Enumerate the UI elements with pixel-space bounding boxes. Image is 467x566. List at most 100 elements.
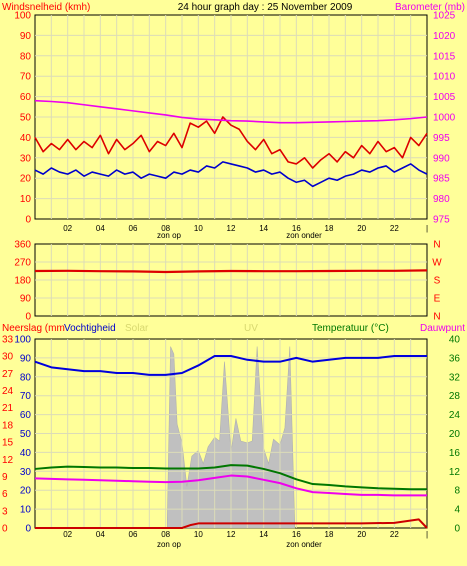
barometer-tick-label: 995 (433, 133, 450, 144)
humidity-tick-label: 50 (20, 429, 32, 440)
barometer-tick-label: 985 (433, 174, 450, 185)
rain-tick-label: 21 (2, 403, 14, 414)
series-line-barometer (34, 99, 428, 124)
series-line-temperatuur (34, 464, 427, 491)
series-line-neerslag (35, 518, 428, 529)
wind-speed-tick-label: 0 (25, 215, 31, 226)
wind-speed-tick-label: 80 (20, 51, 32, 62)
sunrise-label-3: zon op (157, 540, 182, 549)
wind-speed-axis-ticks: 0 10 20 30 40 50 60 70 80 90 100 (14, 11, 31, 226)
wind-speed-tick-label: 60 (20, 92, 32, 103)
wind-speed-tick-label: 90 (20, 31, 32, 42)
direction-tick-label: 90 (20, 294, 32, 305)
direction-tick-label: 0 (25, 312, 31, 323)
wind-speed-tick-label: 20 (20, 174, 32, 185)
temperature-tick-label: 12 (449, 467, 461, 478)
barometer-tick-label: 1010 (433, 72, 456, 83)
x-tick-label: 18 (325, 530, 334, 539)
sunset-label-1: zon onder (286, 231, 322, 240)
x-tick-label: 06 (129, 224, 138, 233)
temperature-tick-label: 36 (449, 353, 461, 364)
x-tick-label: 14 (259, 224, 268, 233)
temperature-tick-label: 40 (449, 335, 461, 346)
x-tick-label: 02 (63, 224, 72, 233)
sunset-label-3: zon onder (286, 540, 322, 549)
temperature-tick-label: 24 (449, 410, 461, 421)
x-tick-end: | (426, 224, 428, 233)
series-line-vochtigheid (34, 355, 427, 376)
climate-panel-series (34, 355, 428, 529)
humidity-axis-ticks: 0 10 20 30 40 50 60 70 80 90 100 (14, 335, 31, 535)
x-tick-label: 06 (129, 530, 138, 539)
chart-title: 24 hour graph day : 25 November 2009 (178, 2, 353, 13)
temperature-tick-label: 0 (454, 524, 460, 535)
x-tick-label: 04 (96, 224, 105, 233)
wind-panel-x-ticks: 02 04 06 08 10 12 14 16 18 20 22 | (63, 224, 428, 233)
x-tick-label: 04 (96, 530, 105, 539)
rain-tick-label: 0 (2, 524, 8, 535)
series-line-dauwpunt (34, 474, 427, 497)
x-tick-label: 02 (63, 530, 72, 539)
compass-label: N (433, 240, 440, 251)
compass-label: E (434, 294, 441, 305)
barometer-tick-label: 990 (433, 153, 450, 164)
x-tick-label: 20 (357, 530, 366, 539)
rain-tick-label: 6 (2, 489, 8, 500)
x-tick-label: 16 (292, 224, 301, 233)
wind-panel-grid (35, 15, 427, 219)
direction-tick-label: 180 (14, 276, 31, 287)
barometer-tick-label: 1020 (433, 31, 456, 42)
x-tick-label: 10 (194, 530, 203, 539)
barometer-axis-label: Barometer (mb) (395, 2, 465, 13)
climate-panel-x-ticks: 02 04 06 08 10 12 14 16 18 20 22 | (63, 530, 428, 539)
temperature-tick-label: 8 (454, 486, 460, 497)
rain-tick-label: 18 (2, 420, 14, 431)
x-tick-label: 12 (227, 530, 236, 539)
temperature-tick-label: 28 (449, 391, 461, 402)
temperature-tick-label: 16 (449, 448, 461, 459)
humidity-tick-label: 20 (20, 486, 32, 497)
compass-label: W (432, 258, 442, 269)
x-tick-label: 12 (227, 224, 236, 233)
wind-speed-tick-label: 10 (20, 194, 32, 205)
rain-axis-ticks: 0 3 6 9 12 15 18 21 24 27 30 33 (2, 335, 14, 535)
direction-tick-label: 360 (14, 240, 31, 251)
x-tick-label: 08 (161, 530, 170, 539)
wind-panel-series (34, 99, 428, 188)
barometer-tick-label: 980 (433, 194, 450, 205)
x-tick-label: 20 (357, 224, 366, 233)
wind-speed-axis-label: Windsnelheid (kmh) (2, 2, 90, 13)
temperature-tick-label: 32 (449, 372, 461, 383)
rain-tick-label: 33 (2, 335, 14, 346)
x-tick-label: 22 (390, 530, 399, 539)
rain-tick-label: 30 (2, 352, 14, 363)
rain-tick-label: 27 (2, 369, 14, 380)
x-tick-label: 22 (390, 224, 399, 233)
rain-tick-label: 15 (2, 438, 14, 449)
temperature-tick-label: 20 (449, 429, 461, 440)
rain-tick-label: 12 (2, 455, 14, 466)
compass-label: N (433, 312, 440, 323)
wind-speed-tick-label: 70 (20, 72, 32, 83)
humidity-tick-label: 60 (20, 410, 32, 421)
wind-speed-tick-label: 50 (20, 113, 32, 124)
direction-tick-label: 270 (14, 258, 31, 269)
barometer-tick-label: 975 (433, 215, 450, 226)
humidity-tick-label: 30 (20, 467, 32, 478)
x-tick-label: 08 (161, 224, 170, 233)
humidity-axis-label: Vochtigheid (64, 323, 116, 334)
solar-label: Solar (125, 323, 149, 334)
temperature-axis-label: Temperatuur (°C) (312, 323, 389, 334)
humidity-tick-label: 70 (20, 391, 32, 402)
rain-axis-label: Neerslag (mm (2, 323, 65, 334)
barometer-axis-ticks: 975 980 985 990 995 1000 1005 1010 1015 1020 1025 (433, 11, 456, 226)
rain-tick-label: 9 (2, 472, 8, 483)
barometer-tick-label: 1015 (433, 51, 456, 62)
series-line-windsnelheid (34, 116, 428, 169)
x-tick-label: 18 (325, 224, 334, 233)
barometer-tick-label: 1005 (433, 92, 456, 103)
temperature-axis-ticks: 0 4 8 12 16 20 24 28 32 36 40 (449, 335, 461, 535)
dewpoint-axis-label: Dauwpunt (420, 323, 465, 334)
series-line-windrichting (34, 269, 428, 274)
